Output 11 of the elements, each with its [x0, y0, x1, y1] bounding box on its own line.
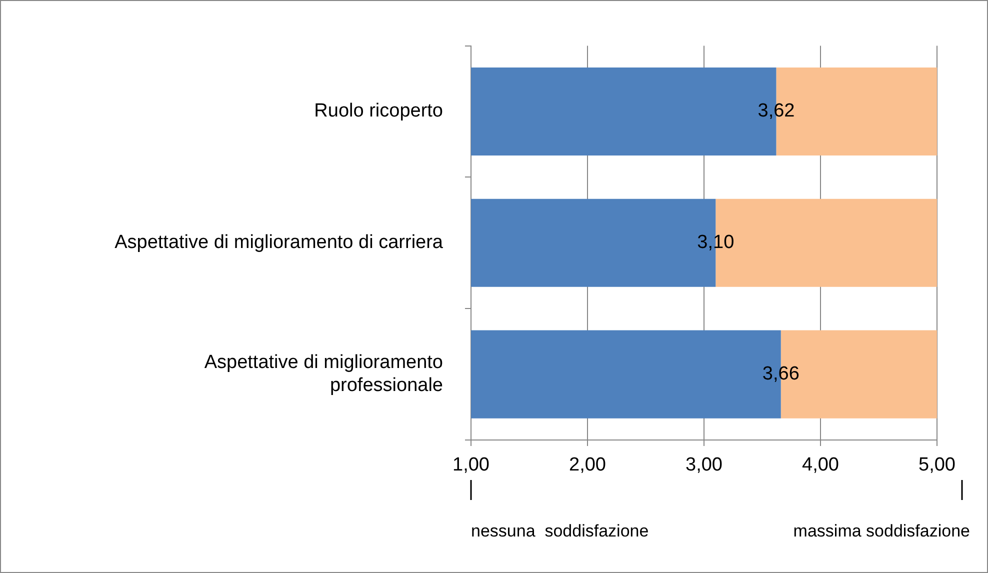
text: nessuna soddisfazione: [471, 522, 649, 541]
y-tick-label: Aspettative di miglioramento di carriera: [114, 232, 444, 254]
data-label: 3,62: [758, 100, 795, 122]
y-tick-label: Ruolo ricoperto: [314, 100, 443, 122]
x-tick-label: 2,00: [569, 454, 606, 476]
x-tick-label: 1,00: [452, 454, 490, 476]
text: massima soddisfazione: [793, 522, 970, 541]
x-tick-label: 3,00: [686, 454, 722, 476]
x-tick-label: 4,00: [802, 454, 839, 476]
x-tick-label: 5,00: [918, 454, 956, 476]
y-tick-label: Aspettative di miglioramento professionale: [204, 352, 443, 396]
